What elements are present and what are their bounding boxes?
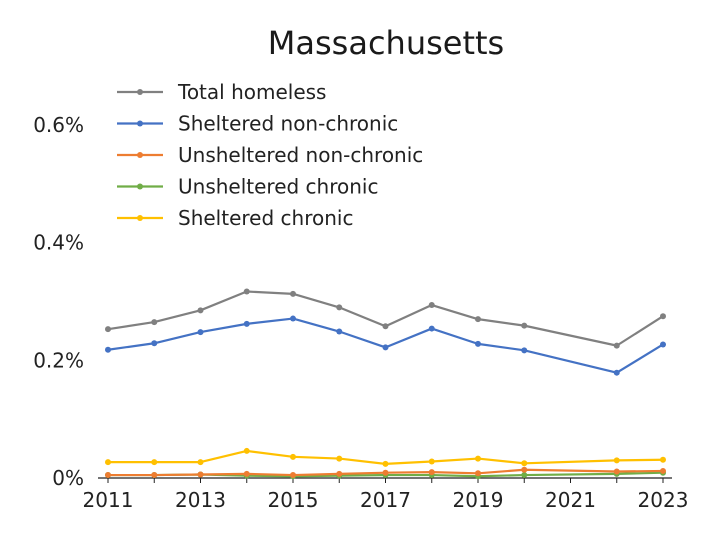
data-point [475, 455, 481, 462]
legend-swatch-marker [137, 120, 143, 127]
legend-label: Sheltered non-chronic [178, 112, 398, 136]
data-point [290, 472, 296, 479]
chart-title: Massachusetts [268, 24, 504, 62]
x-tick-label: 2013 [175, 488, 226, 512]
data-point [660, 467, 666, 474]
data-point [475, 316, 481, 323]
data-point [613, 369, 620, 376]
data-point [475, 470, 481, 477]
legend-item: Unsheltered non-chronic [117, 143, 423, 167]
legend-label: Total homeless [177, 80, 326, 104]
legend-item: Sheltered non-chronic [117, 112, 398, 136]
data-point [475, 340, 481, 347]
data-point [382, 323, 389, 330]
series-line [105, 447, 666, 467]
series-path [108, 449, 664, 465]
y-tick-label: 0.6% [33, 113, 84, 137]
data-point [521, 347, 528, 354]
legend-item: Unsheltered chronic [117, 175, 378, 199]
data-point [197, 329, 204, 336]
data-point [197, 459, 204, 466]
series-path [108, 468, 664, 477]
data-point [521, 460, 528, 467]
data-point [290, 453, 296, 460]
legend-label: Sheltered chronic [178, 206, 353, 230]
x-tick-label: 2017 [360, 488, 411, 512]
series-line [105, 466, 666, 479]
series-line [105, 288, 666, 349]
data-point [290, 315, 296, 322]
data-point [151, 319, 158, 326]
data-point [105, 472, 111, 479]
legend-swatch-marker [137, 89, 143, 95]
series-line [105, 315, 666, 376]
data-point [336, 470, 343, 477]
data-point [243, 470, 250, 477]
legend: Total homeless Sheltered non-chronic Unshe… [117, 80, 423, 230]
legend-item: Total homeless [117, 80, 326, 104]
data-point [336, 328, 343, 335]
data-point [197, 471, 204, 478]
series-layer [105, 288, 666, 480]
x-tick-label: 2023 [638, 488, 689, 512]
legend-label: Unsheltered non-chronic [178, 143, 423, 167]
series-path [107, 317, 664, 374]
data-point [382, 460, 389, 467]
x-tick-label: 2011 [83, 488, 134, 512]
data-point [428, 325, 435, 332]
data-point [613, 457, 620, 464]
data-point [613, 342, 620, 349]
data-point [660, 313, 666, 320]
legend-swatch-marker [137, 215, 143, 221]
series-path [107, 290, 664, 347]
data-point [336, 304, 343, 311]
data-point [105, 346, 111, 353]
data-point [336, 455, 343, 462]
data-point [521, 322, 528, 329]
data-point [660, 456, 666, 463]
data-point [243, 288, 250, 295]
x-axis: 2011 2013 2015 2017 2019 2021 2023 [83, 477, 689, 512]
data-point [243, 320, 250, 327]
data-point [290, 290, 296, 297]
data-point [521, 472, 528, 479]
legend-swatch-marker [137, 152, 143, 158]
data-point [428, 302, 435, 309]
x-tick-label: 2021 [545, 488, 596, 512]
data-point [151, 340, 158, 347]
y-tick-label: 0% [52, 466, 84, 490]
data-point [382, 469, 389, 476]
y-tick-label: 0.2% [33, 348, 84, 372]
legend-item: Sheltered chronic [117, 206, 353, 230]
data-point [105, 326, 111, 333]
data-point [613, 468, 620, 475]
data-point [243, 447, 250, 454]
legend-label: Unsheltered chronic [178, 175, 378, 199]
data-point [428, 458, 435, 465]
x-tick-label: 2019 [453, 488, 504, 512]
data-point [382, 344, 389, 351]
data-point [660, 341, 666, 348]
data-point [151, 472, 158, 479]
y-axis-ticks: 0% 0.2% 0.4% 0.6% [33, 113, 84, 490]
y-tick-label: 0.4% [33, 231, 84, 255]
data-point [197, 307, 204, 314]
data-point [105, 459, 111, 466]
legend-swatch-marker [137, 183, 143, 190]
data-point [428, 469, 435, 476]
data-point [521, 466, 528, 473]
x-tick-label: 2015 [268, 488, 319, 512]
data-point [151, 459, 158, 466]
